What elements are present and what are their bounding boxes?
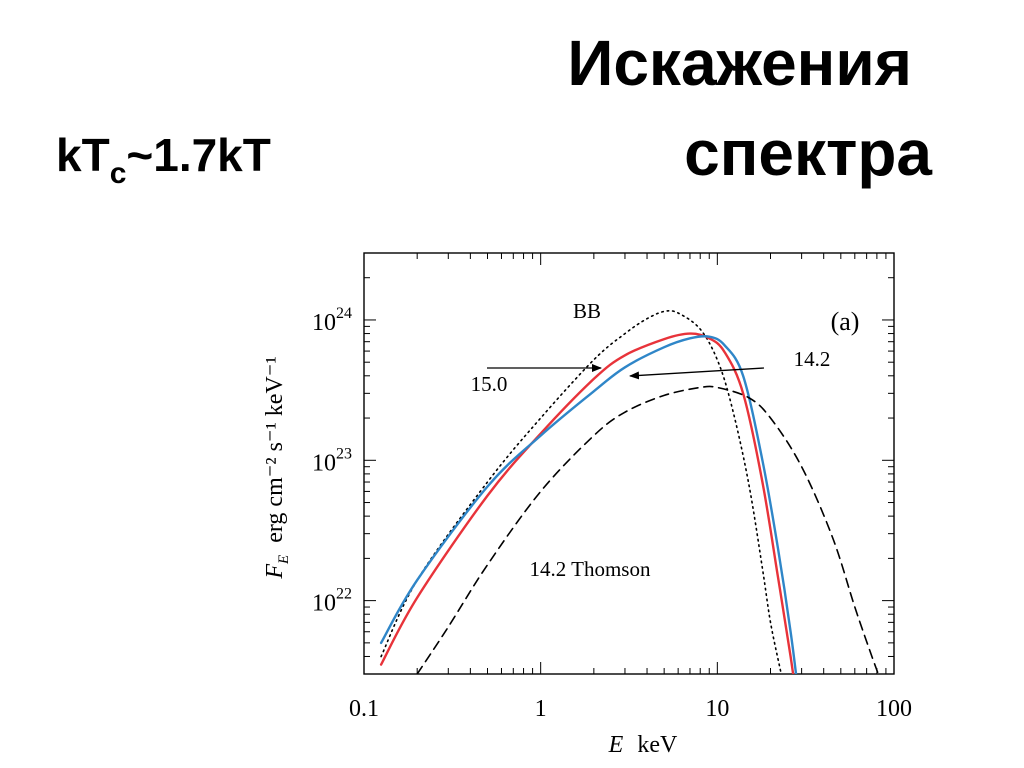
annotation-15-0: 15.0 xyxy=(471,372,508,396)
y-tick-label: 1024 xyxy=(312,305,352,336)
arrow-14-2 xyxy=(629,367,765,380)
series-line-15-0 xyxy=(379,332,795,674)
formula-subscript: c xyxy=(109,157,127,190)
series-line-14-2 xyxy=(379,335,798,674)
formula-rest: ~1.7kT xyxy=(126,129,271,181)
series-line-bb xyxy=(380,309,782,674)
formula-temperature: kTc~1.7kT xyxy=(56,128,271,191)
series-line-14-2-thomson xyxy=(416,385,880,674)
formula-main: kT xyxy=(56,129,110,181)
y-axis-title: FEerg cm⁻² s⁻¹ keV⁻¹ xyxy=(262,356,292,579)
x-tick-label: 100 xyxy=(876,696,912,722)
x-tick-label: 0.1 xyxy=(349,696,379,722)
panel-label: (a) xyxy=(831,307,860,336)
x-tick-label: 10 xyxy=(705,696,729,722)
plot-frame xyxy=(363,252,895,675)
slide-title: Искажения спектра xyxy=(567,18,932,198)
y-tick-label: 1023 xyxy=(312,445,352,476)
annotation-14-2: 14.2 xyxy=(794,347,831,371)
annotation-14-2-thomson: 14.2 Thomson xyxy=(530,557,651,581)
x-tick-label: 1 xyxy=(535,696,547,722)
slide-title-line2: спектра xyxy=(684,117,932,189)
annotation-bb: BB xyxy=(573,299,601,323)
y-tick-label: 1022 xyxy=(312,586,352,617)
slide-title-line1: Искажения xyxy=(567,27,912,99)
